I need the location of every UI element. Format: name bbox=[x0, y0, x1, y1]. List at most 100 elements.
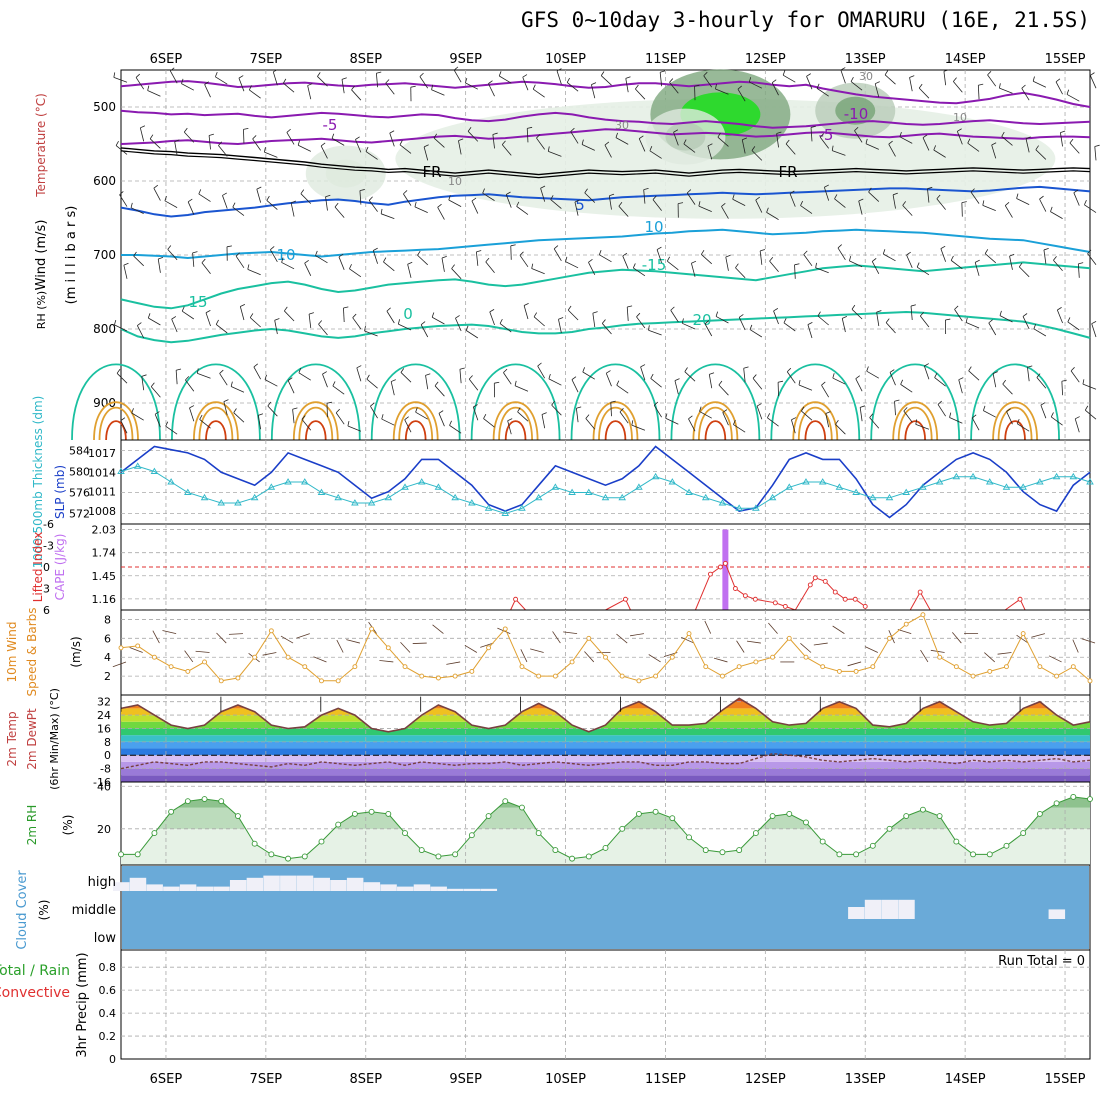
wind-barb bbox=[771, 79, 777, 84]
wind-barb bbox=[453, 69, 462, 83]
wind-barb bbox=[380, 208, 383, 214]
wind-barb bbox=[819, 133, 824, 138]
wind-barb bbox=[953, 81, 963, 93]
wind-barb bbox=[563, 631, 578, 635]
thickness-point bbox=[635, 483, 643, 490]
y-axis-unit: (%) bbox=[61, 815, 75, 836]
y-tick-label: 800 bbox=[93, 322, 116, 336]
y-axis-label: 2m DewPt bbox=[25, 708, 39, 770]
wind-barb bbox=[584, 188, 588, 194]
thickness-point bbox=[351, 499, 359, 506]
wind-barb bbox=[386, 307, 391, 312]
wind-barb bbox=[308, 314, 312, 329]
wind-barb bbox=[253, 366, 262, 380]
wind-barb bbox=[558, 319, 562, 334]
wind-barb bbox=[139, 127, 145, 142]
wind-barb bbox=[945, 318, 951, 321]
wind-barb bbox=[218, 145, 228, 157]
wind-barb bbox=[1004, 205, 1013, 218]
wind-barb bbox=[368, 196, 373, 201]
wind-barb bbox=[1094, 146, 1097, 161]
thickness-point bbox=[802, 478, 810, 485]
isotherm-line bbox=[592, 401, 639, 441]
rh-contour-label: 10 bbox=[953, 111, 967, 124]
wind-speed-point bbox=[970, 673, 976, 679]
freezing-level-line bbox=[120, 147, 1091, 176]
wind-barb bbox=[984, 652, 996, 663]
wind-speed-point bbox=[636, 678, 642, 684]
wind-barb bbox=[1025, 138, 1030, 153]
isotherm-line bbox=[997, 406, 1033, 441]
wind-barb bbox=[591, 84, 596, 99]
wind-barb bbox=[718, 384, 729, 396]
contour-label: 20 bbox=[692, 311, 711, 329]
wind-barb bbox=[884, 74, 896, 85]
wind-barb bbox=[599, 249, 602, 255]
wind-barb bbox=[604, 144, 612, 158]
wind-barb bbox=[123, 265, 128, 279]
wind-barb bbox=[366, 374, 370, 380]
isotherm-line bbox=[392, 401, 439, 441]
wind-speed-point bbox=[820, 664, 826, 670]
wind-barb bbox=[475, 251, 479, 266]
wind-barb bbox=[565, 261, 579, 269]
wind-barb bbox=[488, 80, 493, 84]
wind-barb bbox=[678, 202, 684, 204]
wind-barb bbox=[400, 641, 411, 653]
wind-barb bbox=[625, 78, 629, 93]
wind-barb bbox=[280, 635, 294, 644]
wind-speed-point bbox=[402, 664, 408, 670]
wind-barb bbox=[767, 413, 771, 418]
wind-barb bbox=[243, 127, 249, 130]
wind-barb bbox=[894, 399, 900, 402]
y-tick-label: 580 bbox=[69, 466, 90, 479]
wind-barb bbox=[223, 399, 229, 402]
wind-barb bbox=[113, 72, 116, 78]
wind-barb bbox=[185, 379, 195, 392]
wind-barb bbox=[123, 262, 129, 266]
wind-barb bbox=[252, 138, 261, 151]
wind-barb bbox=[974, 262, 980, 276]
temp-band bbox=[121, 748, 1090, 756]
y-axis-label: RH (%) bbox=[35, 291, 48, 329]
wind-barb bbox=[859, 407, 863, 422]
wind-barb bbox=[574, 201, 579, 216]
wind-barb bbox=[1048, 655, 1062, 663]
wind-barb bbox=[943, 69, 949, 72]
wind-barb bbox=[715, 311, 719, 317]
wind-barb bbox=[686, 189, 692, 194]
lifted-index-point bbox=[717, 564, 723, 570]
wind-barb bbox=[164, 195, 167, 201]
wind-barb bbox=[783, 318, 787, 323]
y-tick-label: 6 bbox=[104, 632, 111, 645]
wind-barb bbox=[112, 661, 127, 668]
wind-barb bbox=[957, 128, 962, 132]
wind-barb bbox=[916, 262, 920, 268]
wind-barb bbox=[1091, 323, 1097, 338]
wind-barb bbox=[725, 256, 729, 271]
lifted-index-point bbox=[772, 600, 778, 606]
wind-barb bbox=[301, 419, 312, 431]
wind-barb bbox=[882, 249, 886, 255]
wind-barb bbox=[431, 84, 434, 90]
temp-band bbox=[121, 708, 1090, 716]
wind-barb bbox=[338, 256, 345, 270]
wind-barb bbox=[970, 188, 975, 193]
wind-barb bbox=[315, 255, 328, 264]
rh-2m-point bbox=[669, 815, 676, 822]
y-tick-label: 600 bbox=[93, 174, 116, 188]
lifted-index-point bbox=[862, 603, 868, 609]
wind-barb bbox=[1022, 313, 1028, 317]
wind-barb bbox=[498, 71, 502, 77]
wind-barb bbox=[899, 136, 913, 144]
wind-barb bbox=[149, 138, 161, 149]
wind-barb bbox=[437, 203, 442, 208]
wind-barb bbox=[649, 150, 662, 159]
wind-barb bbox=[449, 420, 452, 426]
wind-barb bbox=[415, 407, 418, 413]
wind-barb bbox=[971, 417, 980, 431]
lifted-index-point bbox=[513, 596, 519, 602]
wind-barb bbox=[519, 255, 529, 268]
rh-2m-point bbox=[251, 840, 258, 847]
wind-barb bbox=[982, 204, 996, 211]
